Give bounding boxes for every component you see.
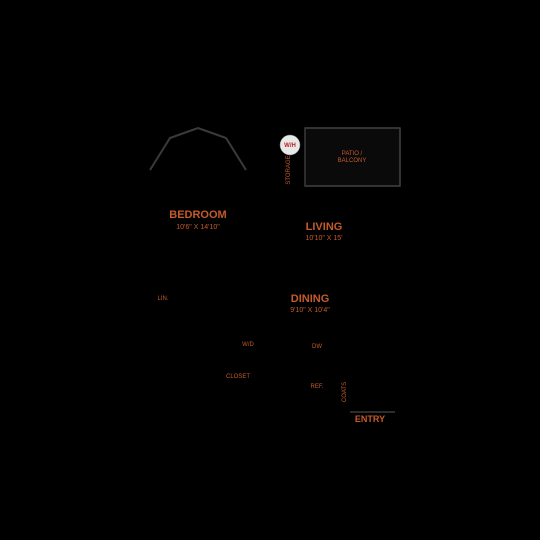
closet-label: CLOSET (226, 374, 250, 380)
wh-label: W/H (284, 143, 296, 149)
dining-dims: 9'10" X 10'4" (290, 307, 330, 314)
patio-label: PATIO /BALCONY (338, 151, 367, 164)
dining-name: DINING (291, 293, 330, 305)
patio-box (305, 128, 400, 186)
living-name: LIVING (306, 221, 343, 233)
bedroom-dims: 10'6" X 14'10" (176, 224, 220, 231)
ref-label: REF. (310, 384, 323, 390)
living-dims: 10'10" X 15' (305, 235, 342, 242)
bedroom-name: BEDROOM (169, 209, 226, 221)
wd-label: W/D (242, 342, 254, 348)
coats-label: COATS (342, 382, 348, 402)
storage-label: STORAGE (286, 155, 292, 184)
lin-label: LIN. (157, 296, 168, 302)
dw-label: DW (312, 344, 322, 350)
entry-name: ENTRY (355, 414, 385, 424)
